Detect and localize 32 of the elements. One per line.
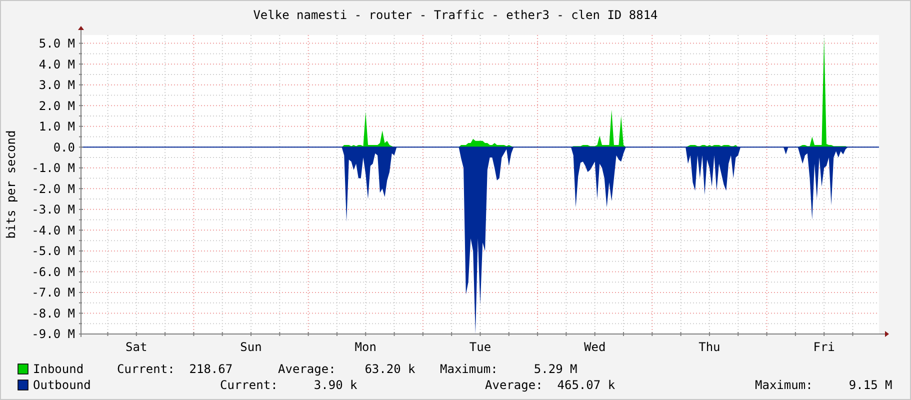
x-tick-label: Fri	[813, 340, 835, 354]
y-tick-label: 0.0	[53, 140, 75, 154]
y-tick-label: 4.0 M	[38, 57, 75, 72]
y-tick-label: -2.0 M	[32, 182, 75, 196]
text: Average: 465.07 k	[485, 378, 616, 392]
x-tick-label: Sun	[240, 340, 262, 354]
y-tick-label: -1.0 M	[32, 161, 75, 176]
y-tick-label: -6.0 M	[32, 264, 75, 279]
y-tick-label: -3.0 M	[32, 202, 75, 217]
y-tick-label: 3.0 M	[38, 78, 75, 92]
y-tick-label: 5.0 M	[38, 36, 75, 51]
y-axis-title: bits per second	[4, 130, 18, 239]
y-tick-label: -4.0 M	[32, 223, 75, 238]
text: Current: 218.67	[117, 362, 233, 376]
text: Maximum: 5.29 M	[440, 362, 578, 376]
legend-label: Outbound	[33, 378, 91, 392]
text: Current: 3.90 k	[220, 378, 358, 392]
y-tick-label: -5.0 M	[32, 244, 75, 258]
y-tick-label: -9.0 M	[32, 327, 75, 342]
x-tick-label: Tue	[469, 340, 492, 354]
x-tick-label: Wed	[584, 340, 606, 354]
x-tick-label: Mon	[354, 340, 376, 354]
chart-title: Velke namesti - router - Traffic - ether3 - clen ID 8814	[253, 8, 658, 22]
y-tick-label: -7.0 M	[32, 286, 75, 300]
text: Maximum: 9.15 M	[755, 378, 892, 392]
legend-label: Inbound	[33, 362, 84, 376]
y-tick-label: 2.0 M	[38, 98, 75, 113]
x-tick-label: Sat	[126, 340, 148, 354]
y-tick-label: -8.0 M	[32, 306, 75, 320]
text: Average: 63.20 k	[278, 362, 416, 376]
x-tick-label: Thu	[698, 340, 720, 354]
y-tick-label: 1.0 M	[38, 120, 75, 134]
